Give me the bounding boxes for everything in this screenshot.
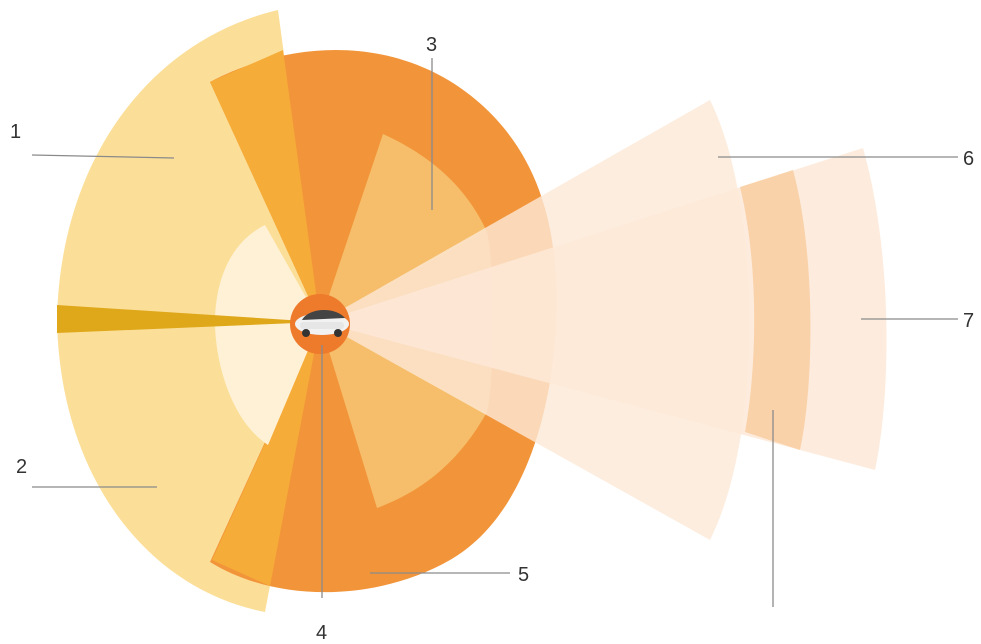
callout-3: 3	[426, 34, 437, 56]
car-icon	[295, 309, 349, 337]
zone-lower-amber	[212, 322, 320, 586]
inner-near-field	[215, 225, 320, 445]
callout-6: 6	[963, 148, 974, 170]
callout-4: 4	[316, 622, 327, 644]
zone-3-upper-wedge	[320, 134, 487, 322]
callout-2: 2	[16, 456, 27, 478]
narrow-side-beam	[57, 305, 320, 333]
callout-5: 5	[518, 564, 529, 586]
zone-7-coverage	[320, 148, 887, 470]
zone-upper-amber	[210, 50, 320, 322]
zone-3-lower-wedge	[320, 322, 487, 508]
zone-7-band	[740, 170, 811, 450]
leader-1	[31, 154, 175, 159]
callout-1: 1	[10, 121, 21, 143]
callout-7: 7	[963, 310, 974, 332]
